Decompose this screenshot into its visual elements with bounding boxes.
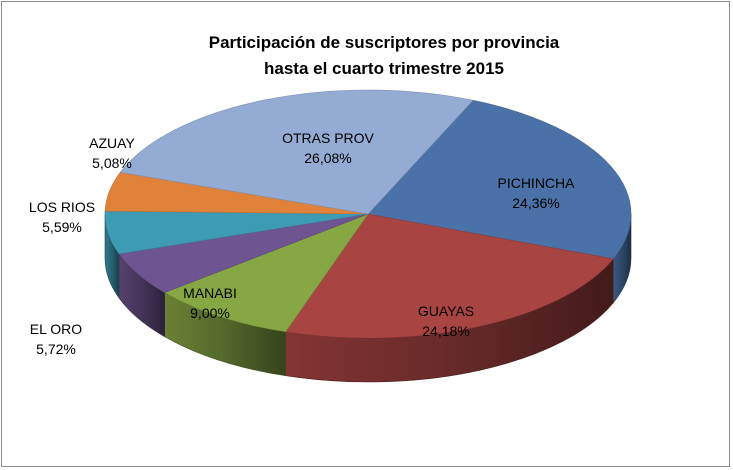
slice-value-label: 9,00% <box>190 305 230 321</box>
slice-name-label: AZUAY <box>89 135 135 151</box>
pie-top <box>104 89 632 339</box>
slice-name-label: LOS RIOS <box>29 199 95 215</box>
slice-value-label: 5,59% <box>42 219 82 235</box>
slice-value-label: 24,18% <box>422 323 469 339</box>
slice-name-label: OTRAS PROV <box>282 130 374 146</box>
slice-value-label: 26,08% <box>304 150 351 166</box>
slice-name-label: MANABI <box>183 285 237 301</box>
pie-slice-guayas <box>285 213 614 339</box>
pie-slice-manabi <box>163 213 369 333</box>
chart-title-line-1: Participación de suscriptores por provin… <box>209 33 560 52</box>
slice-name-label: GUAYAS <box>418 303 474 319</box>
slice-value-label: 5,08% <box>92 155 132 171</box>
slice-name-label: PICHINCHA <box>497 175 575 191</box>
slice-value-label: 5,72% <box>36 341 76 357</box>
pie-slice-otras-prov <box>119 89 474 215</box>
pie-sides <box>104 213 632 383</box>
chart-title-line-2: hasta el cuarto trimestre 2015 <box>264 59 504 78</box>
slice-value-label: 24,36% <box>512 195 559 211</box>
pie-slice-pichincha <box>367 99 632 260</box>
slice-name-label: EL ORO <box>30 321 82 337</box>
pie-labels: PICHINCHA 24,36% GUAYAS 24,18% MANABI 9,00% EL… <box>29 130 575 357</box>
